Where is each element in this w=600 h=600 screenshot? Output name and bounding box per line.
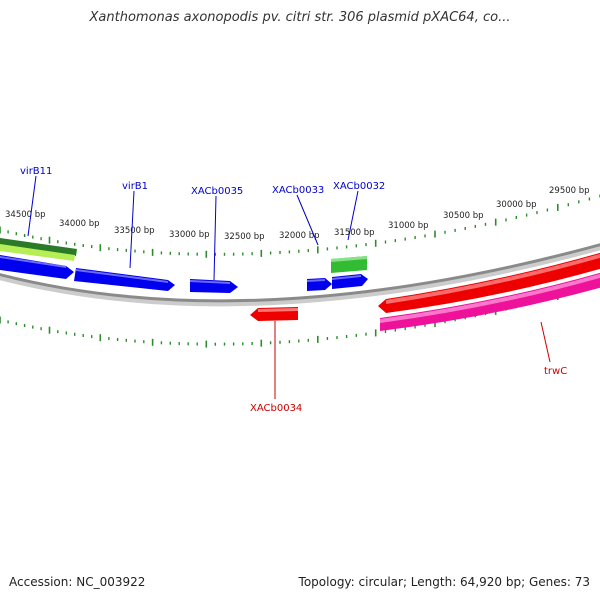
scale-label-29500: 29500 bp [549,186,590,196]
gene-virB11-lightgreen[interactable] [0,244,75,261]
leader-virB11 [27,175,37,237]
gene-label-trwC[interactable]: trwC [544,366,567,377]
leader-XACb0032 [347,190,359,241]
gene-label-XACb0033[interactable]: XACb0033 [272,185,324,196]
scale-label-30000: 30000 bp [496,200,537,210]
gene-label-XACb0034[interactable]: XACb0034 [250,403,302,414]
gene-blue-left[interactable] [0,255,74,279]
footer-topology-info: Topology: circular; Length: 64,920 bp; G… [298,575,590,589]
scale-label-31500: 31500 bp [334,228,375,238]
gene-red-large-highlight [386,253,600,304]
scale-label-34000: 34000 bp [59,219,100,229]
backbone-arc [0,243,600,303]
leader-XACb0035 [213,195,217,281]
scale-label-33000: 33000 bp [169,230,210,240]
gene-label-virB1[interactable]: virB1 [122,181,148,192]
gene-label-XACb0035[interactable]: XACb0035 [191,186,243,197]
scale-labels: 34500 bp 34000 bp 33500 bp 33000 bp 3250… [5,186,590,242]
gene-label-XACb0032[interactable]: XACb0032 [333,181,385,192]
map-title: Xanthomonas axonopodis pv. citri str. 30… [89,10,511,25]
leader-virB1 [129,190,135,269]
scale-label-32000: 32000 bp [279,231,320,241]
leader-trwC [540,321,551,363]
scale-label-33500: 33500 bp [114,226,155,236]
gene-trwC-highlight [380,273,600,323]
footer-accession: Accession: NC_003922 [9,575,146,589]
scale-label-30500: 30500 bp [443,211,484,221]
gene-XACb0032-green-highlight [331,256,367,262]
backbone-shadow [0,245,600,307]
scale-label-31000: 31000 bp [388,221,429,231]
outer-tick-ring [0,194,600,258]
gene-virB11-darkgreen[interactable] [0,238,77,256]
gene-labels: virB11 virB1 XACb0035 XACb0033 XACb0032 … [20,166,567,414]
scale-label-34500: 34500 bp [5,210,46,220]
scale-label-32500: 32500 bp [224,232,265,242]
gene-label-virB11[interactable]: virB11 [20,166,52,177]
gene-leader-lines [27,175,551,399]
gene-XACb0034-highlight [258,308,298,312]
leader-XACb0033 [296,194,319,246]
